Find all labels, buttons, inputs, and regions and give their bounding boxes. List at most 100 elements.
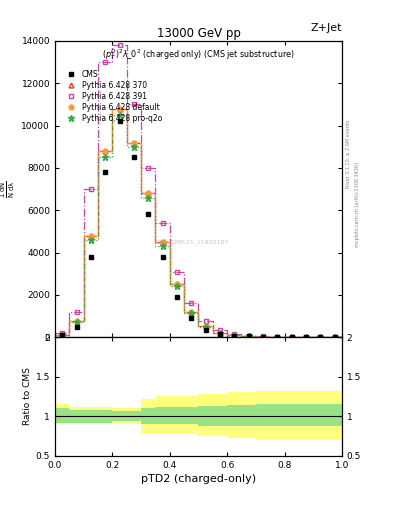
Y-axis label: $\mathrm{\frac{1}{N}\frac{dN}{d\lambda}}$: $\mathrm{\frac{1}{N}\frac{dN}{d\lambda}}…: [0, 180, 17, 198]
Pythia 6.428 391: [261, 333, 265, 339]
Pythia 6.428 default: [218, 330, 222, 336]
Pythia 6.428 370: [160, 239, 165, 245]
Text: Rivet 3.1.10, ≥ 2.6M events: Rivet 3.1.10, ≥ 2.6M events: [345, 119, 350, 188]
Y-axis label: Ratio to CMS: Ratio to CMS: [23, 368, 31, 425]
Pythia 6.428 default: [275, 334, 280, 340]
Pythia 6.428 370: [275, 334, 280, 340]
Pythia 6.428 391: [174, 268, 179, 274]
Pythia 6.428 pro-q2o: [74, 319, 79, 326]
Pythia 6.428 391: [146, 165, 151, 171]
Pythia 6.428 default: [261, 333, 265, 339]
Pythia 6.428 pro-q2o: [189, 310, 194, 316]
CMS: [160, 254, 165, 260]
Line: Pythia 6.428 pro-q2o: Pythia 6.428 pro-q2o: [59, 112, 338, 340]
Pythia 6.428 pro-q2o: [318, 334, 323, 340]
Pythia 6.428 391: [160, 220, 165, 226]
Legend: CMS, Pythia 6.428 370, Pythia 6.428 391, Pythia 6.428 default, Pythia 6.428 pro-: CMS, Pythia 6.428 370, Pythia 6.428 391,…: [62, 69, 163, 124]
Pythia 6.428 391: [332, 334, 337, 340]
Pythia 6.428 370: [117, 105, 122, 112]
Pythia 6.428 default: [304, 334, 309, 340]
Pythia 6.428 370: [304, 334, 309, 340]
Pythia 6.428 391: [318, 334, 323, 340]
Pythia 6.428 391: [289, 334, 294, 340]
Pythia 6.428 391: [232, 331, 237, 337]
CMS: [332, 334, 337, 340]
CMS: [232, 333, 237, 339]
Pythia 6.428 default: [60, 332, 64, 338]
Line: Pythia 6.428 default: Pythia 6.428 default: [60, 106, 337, 339]
Pythia 6.428 pro-q2o: [132, 144, 136, 150]
Pythia 6.428 391: [218, 327, 222, 333]
Pythia 6.428 370: [261, 333, 265, 339]
Pythia 6.428 default: [146, 190, 151, 197]
Pythia 6.428 pro-q2o: [332, 334, 337, 340]
CMS: [132, 154, 136, 160]
Pythia 6.428 370: [60, 332, 64, 338]
Pythia 6.428 default: [203, 323, 208, 329]
Pythia 6.428 pro-q2o: [160, 243, 165, 249]
CMS: [117, 118, 122, 124]
CMS: [275, 334, 280, 340]
Pythia 6.428 370: [74, 318, 79, 325]
Pythia 6.428 370: [88, 232, 93, 239]
Pythia 6.428 default: [117, 105, 122, 112]
Pythia 6.428 default: [74, 318, 79, 325]
Pythia 6.428 pro-q2o: [232, 332, 237, 338]
Text: $(p_T^D)^2\lambda\_0^2$ (charged only) (CMS jet substructure): $(p_T^D)^2\lambda\_0^2$ (charged only) (…: [102, 47, 295, 62]
Pythia 6.428 370: [174, 281, 179, 287]
Pythia 6.428 pro-q2o: [117, 112, 122, 118]
Pythia 6.428 370: [103, 148, 108, 154]
CMS: [74, 324, 79, 330]
Pythia 6.428 pro-q2o: [60, 332, 64, 338]
Line: Pythia 6.428 370: Pythia 6.428 370: [60, 106, 337, 339]
Pythia 6.428 370: [246, 333, 251, 339]
Pythia 6.428 391: [88, 186, 93, 192]
Pythia 6.428 default: [103, 148, 108, 154]
Pythia 6.428 370: [132, 139, 136, 145]
Pythia 6.428 pro-q2o: [88, 237, 93, 243]
Pythia 6.428 391: [304, 334, 309, 340]
CMS: [289, 334, 294, 340]
Pythia 6.428 370: [232, 332, 237, 338]
CMS: [146, 211, 151, 218]
Pythia 6.428 default: [88, 232, 93, 239]
CMS: [88, 254, 93, 260]
Pythia 6.428 pro-q2o: [174, 283, 179, 289]
Pythia 6.428 pro-q2o: [246, 333, 251, 339]
CMS: [304, 334, 309, 340]
Pythia 6.428 370: [203, 323, 208, 329]
Text: mcplots.cern.ch [arXiv:1306.3436]: mcplots.cern.ch [arXiv:1306.3436]: [355, 162, 360, 247]
CMS: [218, 331, 222, 337]
Pythia 6.428 391: [246, 332, 251, 338]
Pythia 6.428 default: [232, 332, 237, 338]
CMS: [174, 294, 179, 300]
Pythia 6.428 pro-q2o: [218, 330, 222, 336]
CMS: [318, 334, 323, 340]
Pythia 6.428 pro-q2o: [304, 334, 309, 340]
Title: 13000 GeV pp: 13000 GeV pp: [156, 27, 241, 40]
Pythia 6.428 pro-q2o: [275, 334, 280, 340]
Text: CMS-SMP-21_11920187: CMS-SMP-21_11920187: [156, 240, 230, 245]
Pythia 6.428 370: [318, 334, 323, 340]
Pythia 6.428 370: [289, 334, 294, 340]
Pythia 6.428 default: [332, 334, 337, 340]
Pythia 6.428 391: [117, 42, 122, 48]
Pythia 6.428 391: [103, 59, 108, 65]
Line: Pythia 6.428 391: Pythia 6.428 391: [60, 43, 337, 339]
CMS: [189, 315, 194, 321]
Pythia 6.428 391: [132, 101, 136, 108]
Pythia 6.428 pro-q2o: [261, 333, 265, 339]
Pythia 6.428 default: [189, 309, 194, 315]
Pythia 6.428 pro-q2o: [203, 324, 208, 330]
Pythia 6.428 370: [146, 190, 151, 197]
CMS: [60, 332, 64, 338]
CMS: [246, 333, 251, 339]
Pythia 6.428 391: [60, 330, 64, 336]
Line: CMS: CMS: [60, 119, 337, 339]
Pythia 6.428 pro-q2o: [103, 154, 108, 160]
Pythia 6.428 pro-q2o: [289, 334, 294, 340]
Pythia 6.428 370: [218, 330, 222, 336]
Pythia 6.428 default: [174, 281, 179, 287]
Text: Z+Jet: Z+Jet: [310, 23, 342, 33]
Pythia 6.428 default: [160, 239, 165, 245]
